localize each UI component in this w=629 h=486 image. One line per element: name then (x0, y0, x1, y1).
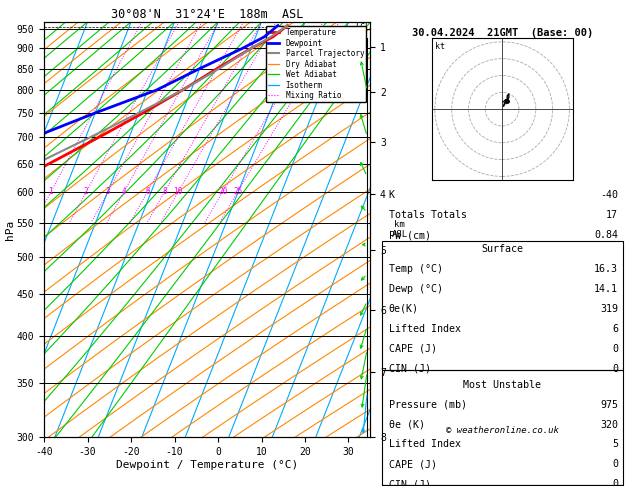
Text: 25: 25 (233, 188, 242, 196)
Text: Pressure (mb): Pressure (mb) (389, 399, 467, 410)
Text: LCL: LCL (355, 23, 370, 32)
Text: Totals Totals: Totals Totals (389, 210, 467, 220)
Text: 3: 3 (106, 188, 110, 196)
Text: 6: 6 (612, 324, 618, 334)
Text: 1: 1 (48, 188, 53, 196)
Text: 10: 10 (174, 188, 183, 196)
Text: Lifted Index: Lifted Index (389, 439, 461, 450)
Text: 4: 4 (121, 188, 126, 196)
Text: K: K (389, 190, 395, 200)
Text: CAPE (J): CAPE (J) (389, 459, 437, 469)
Text: 0: 0 (612, 479, 618, 486)
Text: © weatheronline.co.uk: © weatheronline.co.uk (446, 426, 559, 435)
Text: Temp (°C): Temp (°C) (389, 264, 443, 274)
Y-axis label: hPa: hPa (5, 220, 15, 240)
Text: 5: 5 (612, 439, 618, 450)
X-axis label: Dewpoint / Temperature (°C): Dewpoint / Temperature (°C) (116, 460, 298, 470)
Text: 0: 0 (612, 364, 618, 374)
Text: Lifted Index: Lifted Index (389, 324, 461, 334)
Text: 17: 17 (606, 210, 618, 220)
Legend: Temperature, Dewpoint, Parcel Trajectory, Dry Adiabat, Wet Adiabat, Isotherm, Mi: Temperature, Dewpoint, Parcel Trajectory… (265, 26, 367, 103)
Text: θe (K): θe (K) (389, 419, 425, 430)
Text: 20: 20 (218, 188, 227, 196)
Title: 30°08'N  31°24'E  188m  ASL: 30°08'N 31°24'E 188m ASL (111, 8, 303, 21)
Text: 319: 319 (600, 304, 618, 314)
Text: 30.04.2024  21GMT  (Base: 00): 30.04.2024 21GMT (Base: 00) (411, 28, 593, 38)
Text: Most Unstable: Most Unstable (463, 380, 541, 390)
Bar (382, 370, 623, 486)
Bar (382, 241, 623, 370)
Text: 14.1: 14.1 (594, 284, 618, 294)
Text: 8: 8 (162, 188, 167, 196)
Text: 975: 975 (600, 399, 618, 410)
Text: CIN (J): CIN (J) (389, 364, 431, 374)
Text: PW (cm): PW (cm) (389, 230, 431, 240)
Text: 320: 320 (600, 419, 618, 430)
Text: 16.3: 16.3 (594, 264, 618, 274)
Text: 6: 6 (145, 188, 150, 196)
Text: 0: 0 (612, 459, 618, 469)
Y-axis label: km
ASL: km ASL (392, 220, 408, 239)
Text: Dewp (°C): Dewp (°C) (389, 284, 443, 294)
Text: 2: 2 (84, 188, 89, 196)
Text: θe(K): θe(K) (389, 304, 419, 314)
Text: CAPE (J): CAPE (J) (389, 344, 437, 354)
Text: -40: -40 (600, 190, 618, 200)
Text: 0.84: 0.84 (594, 230, 618, 240)
Text: 0: 0 (612, 344, 618, 354)
Text: Surface: Surface (481, 244, 523, 254)
Text: CIN (J): CIN (J) (389, 479, 431, 486)
